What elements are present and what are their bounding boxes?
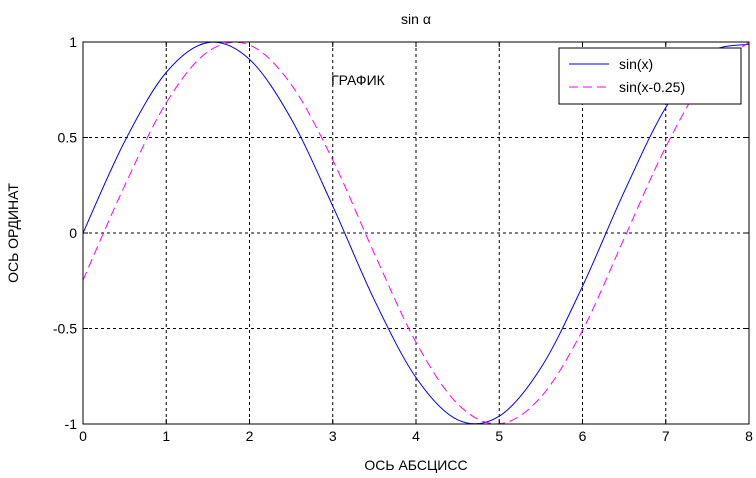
series-line-1 — [82, 41, 750, 425]
x-tick-label: 6 — [579, 428, 587, 444]
legend-label-1: sin(x) — [619, 56, 653, 72]
x-axis-label: ОСЬ АБСЦИСС — [364, 457, 467, 473]
y-axis-label: ОСЬ ОРДИНАТ — [5, 183, 21, 283]
chart-annotation: ГРАФИК — [331, 72, 386, 88]
x-tick-label: 8 — [745, 428, 753, 444]
series-lines — [82, 41, 750, 425]
series-line-2 — [82, 41, 750, 425]
x-tick-label: 4 — [412, 428, 420, 444]
y-tick-label: -1 — [65, 416, 78, 432]
x-tick-label: 5 — [495, 428, 503, 444]
legend: sin(x) sin(x-0.25) — [558, 47, 742, 105]
x-tick-label: 2 — [246, 428, 254, 444]
legend-box — [558, 47, 742, 105]
x-tick-label: 0 — [79, 428, 87, 444]
chart-title: sin α — [401, 11, 431, 27]
x-tick-label: 1 — [162, 428, 170, 444]
x-tick-label: 3 — [329, 428, 337, 444]
y-tick-label: -0.5 — [53, 321, 77, 337]
x-tick-label: 7 — [662, 428, 670, 444]
y-tick-label: 1 — [69, 34, 77, 50]
legend-label-2: sin(x-0.25) — [619, 79, 685, 95]
ticks: 0 1 2 3 4 5 6 7 8 1 0.5 0 -0.5 -1 — [53, 34, 753, 444]
y-tick-label: 0 — [69, 225, 77, 241]
grid — [83, 42, 749, 424]
y-tick-label: 0.5 — [58, 130, 78, 146]
